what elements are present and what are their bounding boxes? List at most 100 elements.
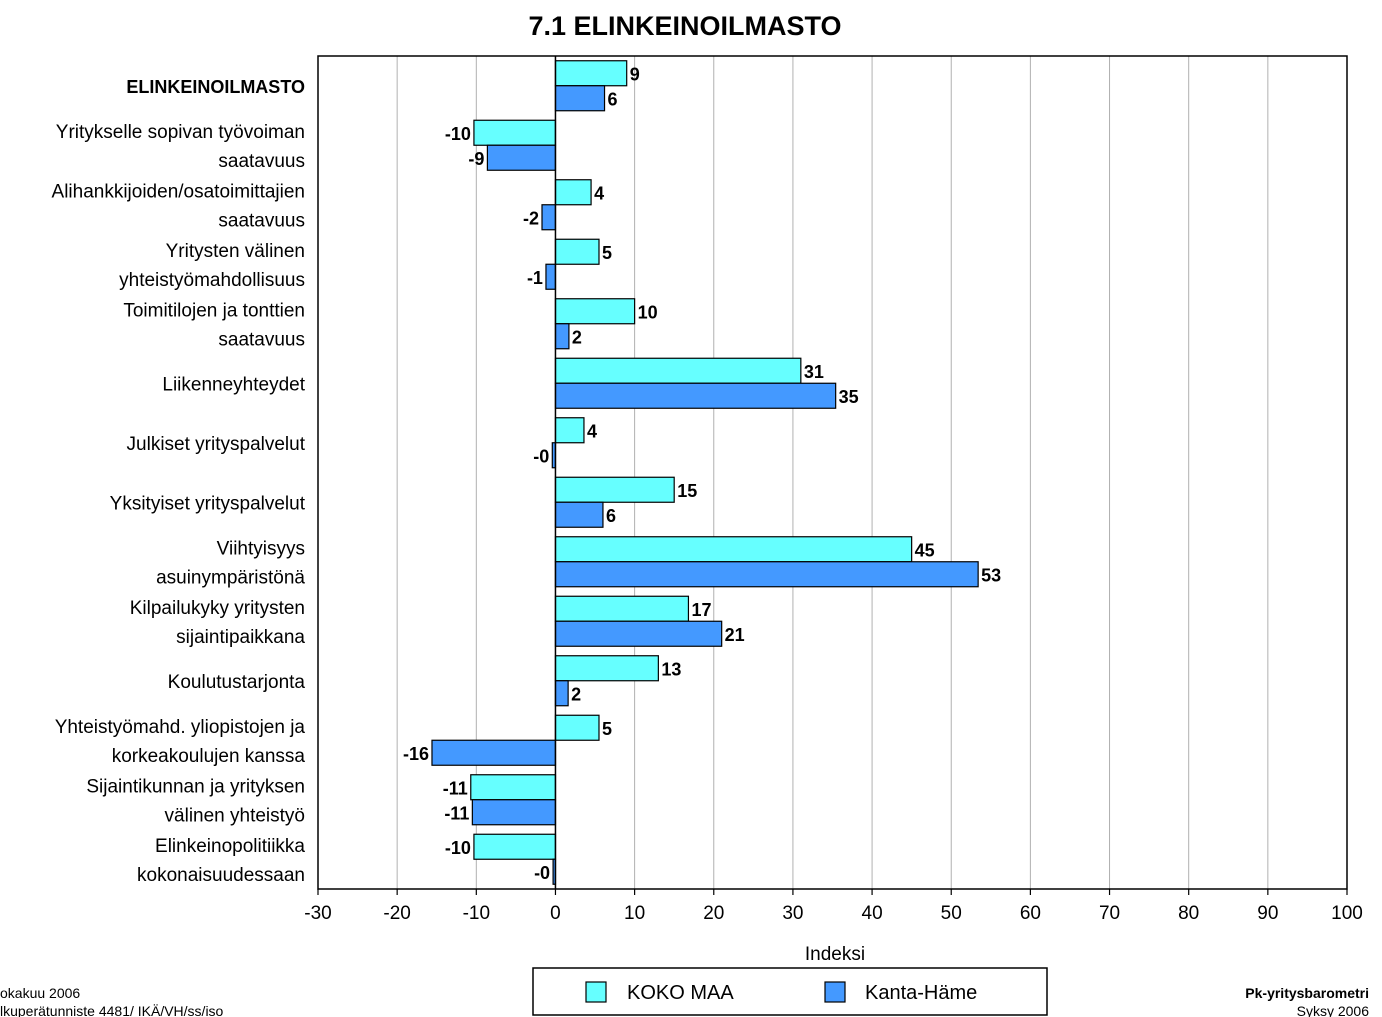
data-label: 2 xyxy=(571,684,581,704)
category-label: Yhteistyömahd. yliopistojen ja xyxy=(55,717,306,738)
data-label: -2 xyxy=(523,208,539,228)
category-label: Yksityiset yrityspalvelut xyxy=(110,493,306,514)
data-label: 5 xyxy=(602,243,612,263)
bar-koko-maa xyxy=(474,120,556,145)
bar-koko-maa xyxy=(555,715,599,740)
category-label: Viihtyisyys xyxy=(217,538,305,559)
x-tick-label: 20 xyxy=(703,903,724,924)
bar-kanta-hame xyxy=(546,264,555,289)
bar-koko-maa xyxy=(555,180,591,205)
bar-koko-maa xyxy=(555,358,800,383)
x-tick-label: 0 xyxy=(550,903,561,924)
data-label: -10 xyxy=(445,838,471,858)
category-label: Elinkeinopolitiikka xyxy=(155,836,305,857)
bar-kanta-hame xyxy=(555,324,568,349)
data-label: 6 xyxy=(608,89,618,109)
data-label: 9 xyxy=(630,64,640,84)
x-tick-label: 70 xyxy=(1099,903,1120,924)
data-label: 2 xyxy=(572,327,582,347)
data-label: -16 xyxy=(403,744,429,764)
category-label: asuinympäristönä xyxy=(156,567,305,588)
bar-kanta-hame xyxy=(555,562,978,587)
x-tick-label: 10 xyxy=(624,903,645,924)
data-label: 10 xyxy=(638,302,658,322)
bar-kanta-hame xyxy=(472,800,555,825)
data-label: 6 xyxy=(606,506,616,526)
bars xyxy=(432,61,978,885)
category-label: korkeakoulujen kanssa xyxy=(112,746,306,767)
bar-kanta-hame xyxy=(555,681,568,706)
legend-label-kanta-hame: Kanta-Häme xyxy=(865,982,977,1004)
bar-kanta-hame xyxy=(555,621,721,646)
data-label: 4 xyxy=(587,421,597,441)
category-label: Julkiset yrityspalvelut xyxy=(127,434,306,455)
bar-koko-maa xyxy=(555,239,599,264)
category-label: Liikenneyhteydet xyxy=(162,374,305,395)
bar-kanta-hame xyxy=(555,502,602,527)
chart-title: 7.1 ELINKEINOILMASTO xyxy=(528,11,841,41)
data-label: -0 xyxy=(534,863,550,883)
category-label: Yritysten välinen xyxy=(166,241,305,262)
legend-label-koko-maa: KOKO MAA xyxy=(627,982,734,1004)
category-label: saatavuus xyxy=(218,329,305,350)
x-tick-label: 50 xyxy=(941,903,962,924)
bar-koko-maa xyxy=(471,775,556,800)
x-axis-ticks: -30 -20 -10 0 10 20 30 40 50 60 70 80 90 100 xyxy=(304,889,1363,924)
category-labels: ELINKEINOILMASTO Yritykselle sopivan työv… xyxy=(52,77,306,886)
category-label: kokonaisuudessaan xyxy=(137,865,305,886)
x-tick-label: 40 xyxy=(862,903,883,924)
data-label: 15 xyxy=(677,481,697,501)
x-tick-label: 60 xyxy=(1020,903,1041,924)
footer-season: Syksy 2006 xyxy=(1297,1003,1370,1017)
bar-kanta-hame xyxy=(542,205,555,230)
data-label: 31 xyxy=(804,362,824,382)
x-tick-label: -20 xyxy=(383,903,410,924)
category-label: saatavuus xyxy=(218,151,305,172)
legend-swatch-kanta-hame xyxy=(825,982,845,1002)
data-label: -0 xyxy=(533,446,549,466)
footer-brand: Pk-yritysbarometri xyxy=(1245,985,1369,1001)
data-label: 35 xyxy=(839,387,859,407)
bar-koko-maa xyxy=(555,477,674,502)
data-label: -10 xyxy=(445,124,471,144)
bar-koko-maa xyxy=(555,656,658,681)
bar-kanta-hame xyxy=(555,383,835,408)
category-label: Toimitilojen ja tonttien xyxy=(123,300,305,321)
data-label: -11 xyxy=(444,803,469,823)
bar-koko-maa xyxy=(555,596,688,621)
category-label: Sijaintikunnan ja yrityksen xyxy=(86,776,305,797)
category-label: sijaintipaikkana xyxy=(176,627,305,648)
data-label: 17 xyxy=(691,600,711,620)
data-label: 4 xyxy=(594,183,604,203)
category-label: ELINKEINOILMASTO xyxy=(126,77,305,97)
bar-koko-maa xyxy=(555,537,911,562)
x-tick-label: 30 xyxy=(782,903,803,924)
bar-kanta-hame xyxy=(555,86,604,111)
x-tick-label: 80 xyxy=(1178,903,1199,924)
bar-koko-maa xyxy=(474,834,556,859)
category-label: saatavuus xyxy=(218,210,305,231)
category-label: Kilpailukyky yritysten xyxy=(130,598,305,619)
data-label: 53 xyxy=(981,565,1001,585)
data-label: -11 xyxy=(443,778,468,798)
category-label: Koulutustarjonta xyxy=(168,672,306,693)
category-label: Alihankkijoiden/osatoimittajien xyxy=(52,181,305,202)
data-label: -1 xyxy=(527,268,543,288)
category-label: välinen yhteistyö xyxy=(165,805,305,826)
x-tick-label: 100 xyxy=(1331,903,1363,924)
x-axis-label: Indeksi xyxy=(805,944,865,965)
data-label: 45 xyxy=(915,540,935,560)
bar-kanta-hame xyxy=(432,740,555,765)
bar-koko-maa xyxy=(555,418,583,443)
data-label: 13 xyxy=(661,659,681,679)
footer-source-id: lkuperätunniste 4481/ IKÄ/VH/ss/iso xyxy=(0,1003,224,1017)
data-label: -9 xyxy=(468,149,484,169)
category-label: Yritykselle sopivan työvoiman xyxy=(56,122,305,143)
data-label: 21 xyxy=(725,625,745,645)
footer-date: okakuu 2006 xyxy=(0,985,80,1001)
category-label: yhteistyömahdollisuus xyxy=(119,270,305,291)
x-tick-label: -30 xyxy=(304,903,331,924)
data-label: 5 xyxy=(602,719,612,739)
x-tick-label: -10 xyxy=(463,903,490,924)
